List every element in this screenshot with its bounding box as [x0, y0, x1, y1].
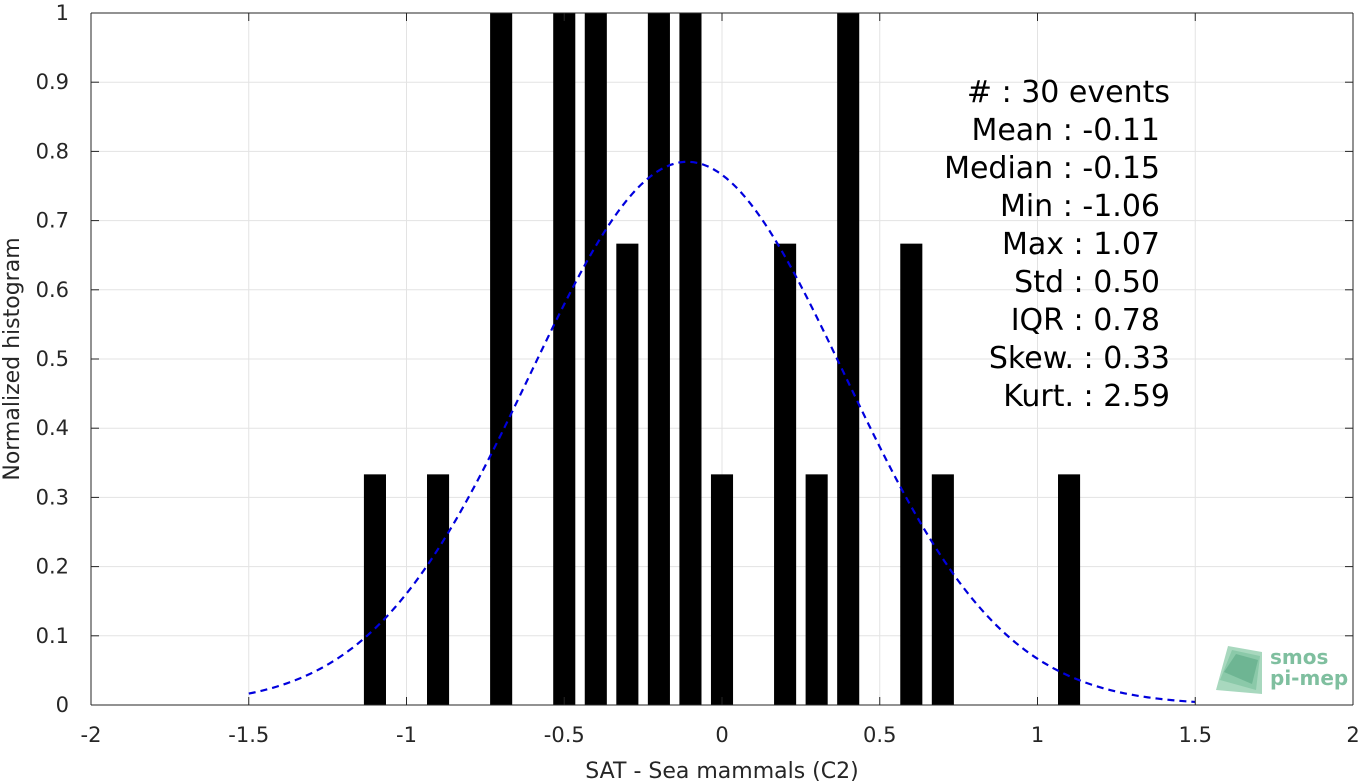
histogram-bars — [363, 13, 1081, 705]
y-tick-label: 0 — [56, 693, 69, 717]
stat-min: Min : -1.06 — [1000, 189, 1160, 224]
normal-fit-curve — [248, 160, 1196, 704]
x-tick-labels: -2 -1.5 -1 -0.5 0 0.5 1 1.5 2 — [81, 723, 1360, 747]
stat-std: Std : 0.50 — [1014, 265, 1160, 300]
y-axis-label: Normalized histogram — [0, 237, 25, 480]
x-tick-label: 1 — [1031, 723, 1044, 747]
histogram-bar-1 — [427, 474, 450, 705]
histogram-bar-2 — [490, 13, 513, 705]
histogram-bar-0 — [363, 474, 386, 705]
stat-count: # : 30 events — [967, 75, 1170, 110]
y-tick-label: 0.9 — [36, 70, 69, 94]
histogram-bar-13 — [931, 474, 954, 705]
x-tick-label: -2 — [81, 723, 102, 747]
x-tick-label: 1.5 — [1179, 723, 1212, 747]
logo-mark-icon — [1216, 646, 1262, 694]
stat-mean: Mean : -0.11 — [971, 113, 1160, 148]
histogram-bar-10 — [805, 474, 828, 705]
histogram-bar-12 — [900, 243, 923, 705]
histogram-bar-14 — [1058, 474, 1081, 705]
x-tick-label: -1 — [396, 723, 417, 747]
x-tick-label: -0.5 — [544, 723, 585, 747]
histogram-bar-5 — [616, 243, 639, 705]
histogram-bar-6 — [647, 13, 670, 705]
stat-kurt: Kurt. : 2.59 — [1003, 379, 1170, 414]
y-tick-label: 0.5 — [36, 347, 69, 371]
y-tick-label: 0.3 — [36, 485, 69, 509]
histogram-bar-7 — [679, 13, 702, 705]
x-tick-label: -1.5 — [228, 723, 269, 747]
statistics-box: # : 30 events Mean : -0.11 Median : -0.1… — [944, 75, 1170, 414]
histogram-bar-8 — [710, 474, 734, 705]
y-tick-label: 0.7 — [36, 209, 69, 233]
axes — [90, 12, 1354, 706]
stat-max: Max : 1.07 — [1002, 227, 1160, 262]
smos-pimep-logo: smos pi-mep — [1216, 645, 1348, 694]
stat-skew: Skew. : 0.33 — [989, 341, 1170, 376]
x-tick-label: 0.5 — [863, 723, 896, 747]
stat-iqr: IQR : 0.78 — [1011, 303, 1160, 338]
x-tick-label: 2 — [1346, 723, 1359, 747]
y-tick-label: 0.8 — [36, 139, 69, 163]
logo-text-smos: smos — [1270, 645, 1328, 669]
y-tick-label: 0.4 — [36, 416, 69, 440]
y-tick-label: 0.2 — [36, 555, 69, 579]
histogram-bar-9 — [774, 243, 797, 705]
histogram-bar-11 — [837, 13, 860, 705]
y-tick-label: 0.6 — [36, 278, 69, 302]
histogram-bar-3 — [553, 13, 576, 705]
x-axis-label: SAT - Sea mammals (C2) — [585, 759, 858, 784]
logo-text-pimep: pi-mep — [1270, 666, 1348, 690]
stat-median: Median : -0.15 — [944, 151, 1160, 186]
y-tick-label: 0.1 — [36, 624, 69, 648]
y-tick-labels: 0 0.1 0.2 0.3 0.4 0.5 0.6 0.7 0.8 0.9 1 — [36, 1, 69, 717]
y-tick-label: 1 — [56, 1, 69, 25]
histogram-bar-4 — [584, 13, 607, 705]
x-tick-label: 0 — [715, 723, 728, 747]
